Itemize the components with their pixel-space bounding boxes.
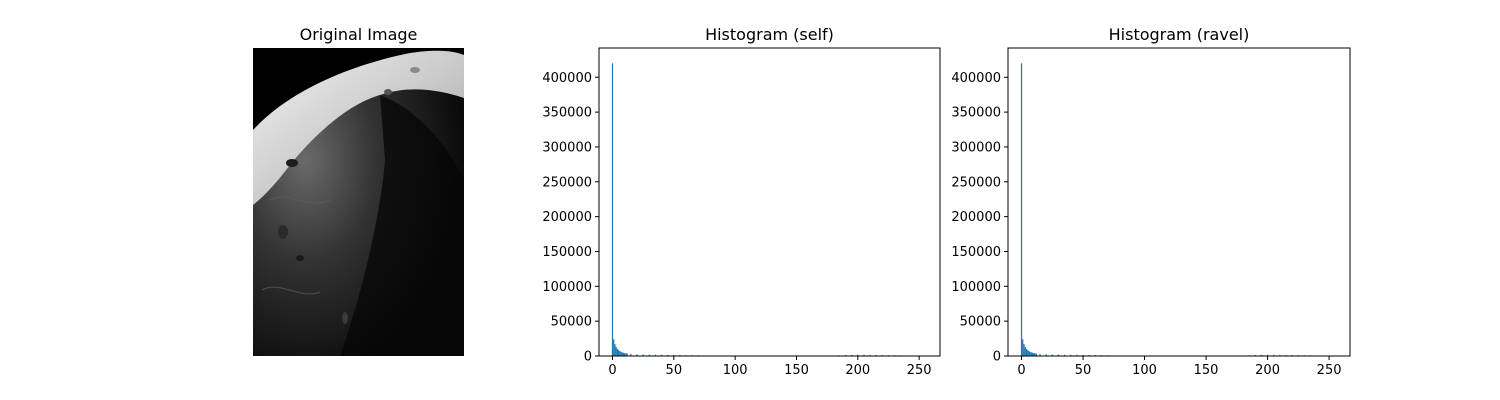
histogram-bar [1028, 351, 1030, 356]
histogram-bar [1020, 63, 1023, 356]
histogram-bar [660, 354, 663, 356]
histogram-bar [614, 344, 616, 356]
histogram-bar [1051, 354, 1053, 356]
histogram-bar [1034, 353, 1036, 356]
y-axis-ticks: 0 50000 100000 150000 200000 250000 300000 3500… [542, 71, 599, 365]
x-tick-label: 250 [907, 363, 932, 378]
y-tick-label: 100000 [951, 280, 1001, 295]
histogram-bar [1033, 353, 1035, 356]
y-tick-label: 50000 [551, 315, 592, 330]
histogram-bar [1076, 354, 1078, 356]
y-tick-label: 300000 [951, 140, 1001, 155]
y-tick-label: 0 [993, 350, 1001, 365]
histogram-self-chart: 0 50 100 150 200 250 0 50000 100000 150000 200000… [542, 25, 941, 378]
y-tick-label: 350000 [542, 106, 592, 121]
histogram-bar [1022, 339, 1024, 356]
histogram-bar [1266, 354, 1269, 356]
histogram-bar [1273, 354, 1275, 356]
x-axis-ticks: 0 50 100 150 200 250 [1017, 356, 1342, 378]
y-tick-label: 350000 [951, 106, 1001, 121]
histogram-bar [630, 353, 632, 356]
histogram-bar [622, 352, 625, 356]
chart-title: Histogram (ravel) [1109, 25, 1250, 44]
y-tick-label: 300000 [542, 140, 592, 155]
histogram-bar [1024, 346, 1026, 356]
histogram-bar [615, 346, 617, 356]
histogram-bar [618, 350, 620, 356]
histogram-bar [1057, 354, 1060, 356]
histogram-bar [626, 353, 628, 356]
y-tick-label: 400000 [542, 71, 592, 86]
x-tick-label: 50 [666, 363, 683, 378]
histogram-bar [1045, 354, 1047, 356]
histogram-bar [857, 354, 859, 356]
y-tick-label: 250000 [542, 175, 592, 190]
histogram-bar [851, 354, 853, 356]
moon-image [253, 48, 464, 356]
histogram-bar [654, 354, 657, 356]
x-tick-label: 250 [1317, 363, 1342, 378]
histogram-bar [1025, 349, 1028, 356]
histogram-bar [1029, 351, 1031, 356]
y-tick-label: 150000 [951, 245, 1001, 260]
histogram-bar [648, 354, 650, 356]
y-tick-label: 150000 [542, 245, 592, 260]
y-tick-label: 200000 [542, 210, 592, 225]
axes-frame [1007, 47, 1351, 357]
histogram-bar [1070, 354, 1072, 356]
histogram-bar [611, 63, 614, 356]
histogram-bar [636, 354, 638, 356]
original-image-panel: Original Image [253, 25, 464, 356]
histogram-bar [616, 349, 619, 356]
histogram-ravel-chart: 0 50 100 150 200 250 0 50000 100000 150000 200000… [951, 25, 1351, 378]
x-tick-label: 100 [723, 363, 748, 378]
histogram-bar [1063, 354, 1066, 356]
histogram-bar [673, 354, 675, 356]
histogram-bar [625, 353, 627, 356]
plot-area [599, 48, 940, 356]
y-tick-label: 400000 [951, 71, 1001, 86]
histogram-bar [1023, 344, 1025, 356]
y-tick-label: 50000 [960, 315, 1001, 330]
histogram-bar [642, 354, 644, 356]
x-tick-label: 100 [1132, 363, 1157, 378]
histogram-bar [624, 353, 626, 356]
histogram-bar [619, 351, 621, 356]
histogram-bar [1030, 352, 1032, 356]
y-tick-label: 0 [584, 350, 592, 365]
histogram-bar [1031, 352, 1034, 356]
x-tick-label: 200 [1255, 363, 1280, 378]
x-tick-label: 150 [784, 363, 809, 378]
histogram-bar [1039, 353, 1041, 356]
image-title: Original Image [300, 25, 418, 44]
x-tick-label: 0 [1017, 363, 1025, 378]
x-tick-label: 200 [845, 363, 870, 378]
y-tick-label: 200000 [951, 210, 1001, 225]
histogram-bar [1035, 353, 1037, 356]
plot-area [1008, 48, 1350, 356]
x-tick-label: 0 [608, 363, 616, 378]
chart-title: Histogram (self) [705, 25, 834, 44]
axes-frame [598, 47, 941, 357]
histogram-bar [620, 351, 622, 356]
histogram-bar [1260, 354, 1263, 356]
y-tick-label: 100000 [542, 280, 592, 295]
x-tick-label: 50 [1075, 363, 1092, 378]
histogram-bar [1279, 354, 1281, 356]
y-axis-ticks: 0 50000 100000 150000 200000 250000 300000 3500… [951, 71, 1008, 365]
y-tick-label: 250000 [951, 175, 1001, 190]
histogram-bar [613, 339, 615, 356]
histogram-bar [1027, 350, 1029, 356]
histogram-bar [667, 354, 669, 356]
histogram-bar [1082, 354, 1084, 356]
x-axis-ticks: 0 50 100 150 200 250 [608, 356, 932, 378]
x-tick-label: 150 [1194, 363, 1219, 378]
histogram-bar [863, 354, 865, 356]
histogram-bar [621, 352, 623, 356]
histogram-bar [869, 354, 871, 356]
